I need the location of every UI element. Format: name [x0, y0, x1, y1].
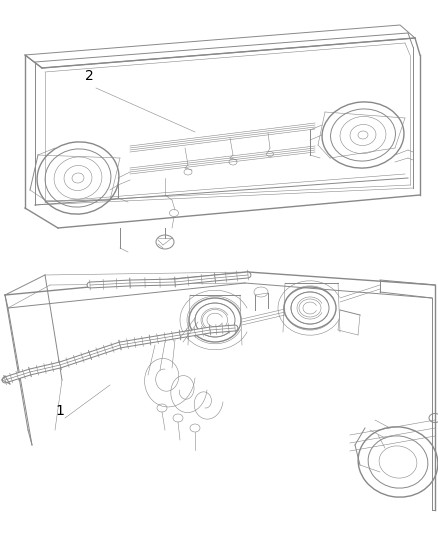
- Text: 2: 2: [85, 69, 94, 83]
- Text: 1: 1: [55, 404, 64, 418]
